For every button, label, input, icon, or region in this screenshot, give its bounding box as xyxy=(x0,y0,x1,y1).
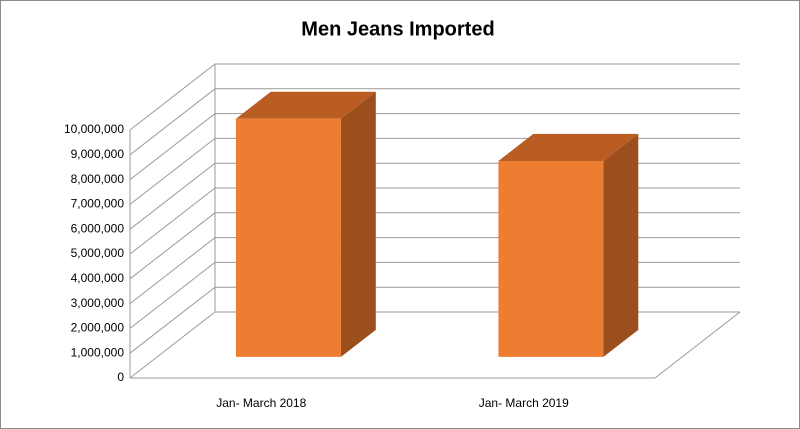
bar-top xyxy=(498,133,639,161)
y-tick-label: 6,000,000 xyxy=(71,221,125,235)
chart-title: Men Jeans Imported xyxy=(301,18,494,40)
y-tick-label: 3,000,000 xyxy=(71,296,125,310)
y-tick-label: 8,000,000 xyxy=(71,172,125,186)
x-tick-label: Jan- March 2018 xyxy=(216,396,306,410)
y-tick-label: 10,000,000 xyxy=(64,122,124,136)
y-tick-label: 9,000,000 xyxy=(71,147,125,161)
bar-top xyxy=(235,91,376,119)
bar-front xyxy=(235,118,341,357)
y-tick-label: 1,000,000 xyxy=(71,345,125,359)
floor xyxy=(130,311,741,379)
bar xyxy=(235,91,376,357)
x-tick-label: Jan- March 2019 xyxy=(479,396,569,410)
y-tick-label: 0 xyxy=(117,370,124,384)
y-tick-label: 5,000,000 xyxy=(71,246,125,260)
grid-line xyxy=(129,88,740,156)
y-tick-label: 4,000,000 xyxy=(71,271,125,285)
bar-side xyxy=(340,91,376,357)
y-tick-label: 7,000,000 xyxy=(71,197,125,211)
bar-front xyxy=(498,160,604,357)
grid-line xyxy=(129,63,740,131)
bar-side xyxy=(603,133,639,357)
y-tick-label: 2,000,000 xyxy=(71,321,125,335)
bar xyxy=(498,133,639,357)
grid-line xyxy=(129,113,740,180)
